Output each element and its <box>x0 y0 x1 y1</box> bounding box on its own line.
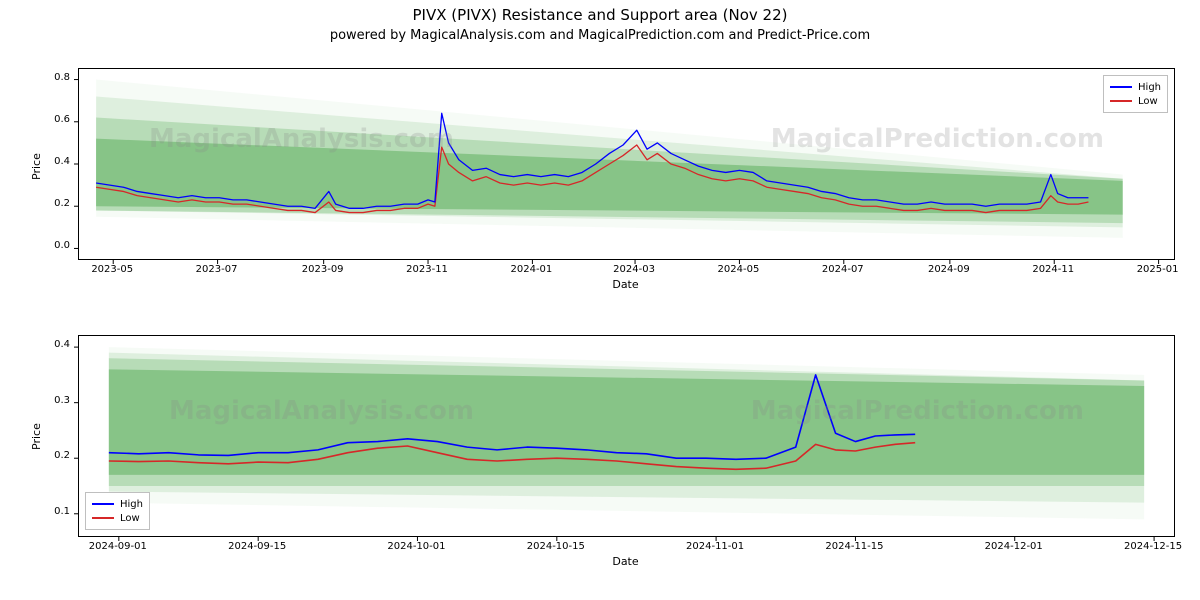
xtick-label: 2024-10-01 <box>387 541 445 552</box>
bottom-chart-ylabel: Price <box>30 423 43 450</box>
legend-label-high: High <box>1138 82 1161 93</box>
xtick-label: 2024-07 <box>822 264 864 275</box>
legend-item-high: High <box>1110 80 1161 94</box>
xtick-label: 2024-11-01 <box>686 541 744 552</box>
legend-swatch-high <box>1110 86 1132 88</box>
legend-item-low-b: Low <box>92 511 143 525</box>
ytick-label: 0.3 <box>54 395 70 406</box>
xtick-label: 2024-05 <box>718 264 760 275</box>
xtick-label: 2024-09 <box>928 264 970 275</box>
legend-swatch-low <box>1110 100 1132 102</box>
xtick-label: 2024-03 <box>613 264 655 275</box>
legend-label-low-b: Low <box>120 513 140 524</box>
legend-item-low: Low <box>1110 94 1161 108</box>
ytick-label: 0.2 <box>54 198 70 209</box>
bottom-chart-xlabel: Date <box>78 555 1173 568</box>
ytick-label: 0.6 <box>54 114 70 125</box>
ytick-label: 0.0 <box>54 240 70 251</box>
top-chart-ylabel: Price <box>30 153 43 180</box>
xtick-label: 2024-01 <box>510 264 552 275</box>
xtick-label: 2023-11 <box>406 264 448 275</box>
xtick-label: 2024-09-01 <box>89 541 147 552</box>
xtick-label: 2024-12-01 <box>985 541 1043 552</box>
ytick-label: 0.8 <box>54 72 70 83</box>
figure: PIVX (PIVX) Resistance and Support area … <box>0 0 1200 600</box>
chart-subtitle: powered by MagicalAnalysis.com and Magic… <box>0 28 1200 43</box>
bottom-chart-svg <box>79 336 1174 536</box>
xtick-label: 2023-05 <box>91 264 133 275</box>
top-chart-legend: High Low <box>1103 75 1168 113</box>
ytick-label: 0.4 <box>54 156 70 167</box>
xtick-label: 2024-11 <box>1032 264 1074 275</box>
top-chart-svg <box>79 69 1174 259</box>
top-chart-xlabel: Date <box>78 278 1173 291</box>
legend-swatch-high-b <box>92 503 114 505</box>
ytick-label: 0.4 <box>54 339 70 350</box>
xtick-label: 2023-09 <box>302 264 344 275</box>
chart-title: PIVX (PIVX) Resistance and Support area … <box>0 6 1200 24</box>
xtick-label: 2023-07 <box>196 264 238 275</box>
bottom-chart-legend: High Low <box>85 492 150 530</box>
xtick-label: 2024-12-15 <box>1124 541 1182 552</box>
ytick-label: 0.2 <box>54 450 70 461</box>
xtick-label: 2024-09-15 <box>228 541 286 552</box>
legend-item-high-b: High <box>92 497 143 511</box>
legend-label-high-b: High <box>120 499 143 510</box>
ytick-label: 0.1 <box>54 506 70 517</box>
xtick-label: 2024-10-15 <box>527 541 585 552</box>
xtick-label: 2025-01 <box>1137 264 1179 275</box>
xtick-label: 2024-11-15 <box>825 541 883 552</box>
legend-swatch-low-b <box>92 517 114 519</box>
top-chart-axes: MagicalAnalysis.com MagicalPrediction.co… <box>78 68 1175 260</box>
bottom-chart-axes: MagicalAnalysis.com MagicalPrediction.co… <box>78 335 1175 537</box>
legend-label-low: Low <box>1138 96 1158 107</box>
